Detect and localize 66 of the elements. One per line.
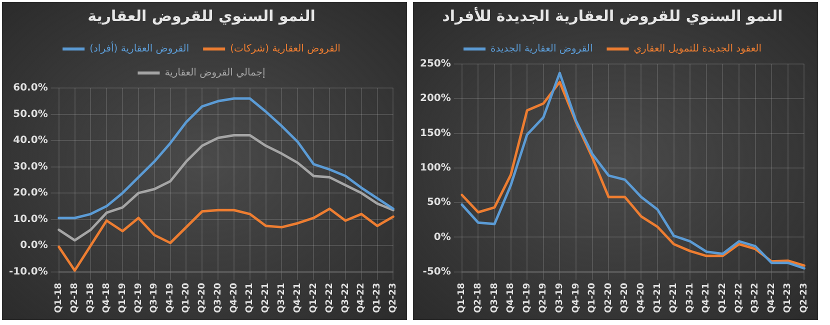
x-tick-label: Q4-22 <box>766 282 777 314</box>
y-tick-label: -10.0% <box>9 266 48 278</box>
legend-label: القروض العقارية (أفراد) <box>90 42 190 55</box>
x-tick-label: Q4-20 <box>229 282 240 314</box>
x-tick-label: Q2-22 <box>324 282 335 314</box>
x-tick-label: Q2-19 <box>134 282 144 314</box>
x-tick-label: Q2-21 <box>669 282 680 314</box>
y-tick-label: 10.0% <box>13 214 48 225</box>
y-tick-label: 50% <box>426 197 451 208</box>
x-tick-label: Q2-18 <box>70 282 80 314</box>
x-tick-label: Q1-18 <box>457 282 468 314</box>
x-tick-label: Q4-18 <box>102 282 112 314</box>
x-tick-label: Q3-22 <box>750 282 761 314</box>
x-tick-label: Q2-23 <box>800 282 810 314</box>
x-tick-label: Q1-19 <box>118 282 128 314</box>
x-tick-label: Q1-21 <box>652 282 663 314</box>
y-tick-label: 50.0% <box>13 108 48 120</box>
x-tick-label: Q3-18 <box>490 282 500 314</box>
x-tick-label: Q4-21 <box>293 282 304 314</box>
x-tick-label: Q1-19 <box>522 282 532 314</box>
x-tick-label: Q2-23 <box>388 282 399 314</box>
x-tick-label: Q3-20 <box>213 282 224 314</box>
legend-label: إجمالي القروض العقارية <box>164 68 266 79</box>
x-tick-label: Q1-18 <box>54 282 64 314</box>
x-tick-label: Q4-19 <box>571 282 582 314</box>
x-tick-label: Q3-19 <box>150 282 160 314</box>
y-tick-label: 0.0% <box>20 240 48 252</box>
y-tick-label: 60.0% <box>13 82 48 94</box>
x-tick-label: Q3-18 <box>86 282 96 314</box>
x-tick-label: Q1-20 <box>588 282 598 314</box>
y-tick-label: 40.0% <box>13 135 48 146</box>
x-tick-label: Q3-21 <box>685 282 696 314</box>
y-tick-label: -50% <box>422 266 451 278</box>
x-tick-label: Q1-23 <box>372 282 383 314</box>
x-tick-label: Q1-22 <box>718 282 728 314</box>
x-tick-label: Q4-19 <box>166 282 176 314</box>
x-tick-label: Q4-18 <box>506 282 516 314</box>
legend-label: القروض العقارية الجديدة <box>490 44 593 55</box>
x-tick-label: Q4-21 <box>702 282 712 314</box>
x-tick-label: Q3-20 <box>620 282 630 314</box>
x-tick-label: Q4-22 <box>356 282 367 314</box>
x-tick-label: Q2-19 <box>538 282 549 314</box>
x-tick-label: Q1-23 <box>783 282 794 314</box>
chart-title: النمو السنوي للقروض العقارية <box>88 6 316 25</box>
x-tick-label: Q2-21 <box>261 282 272 314</box>
x-tick-label: Q2-22 <box>734 282 744 314</box>
x-tick-label: Q1-20 <box>182 282 192 314</box>
y-tick-label: 250% <box>420 58 451 70</box>
legend-label: القروض العقارية (شركات) <box>230 44 340 55</box>
y-tick-label: 100% <box>420 162 451 174</box>
x-tick-label: Q2-20 <box>604 282 614 314</box>
chart-title: النمو السنوي للقروض العقارية الجديدة للأفراد <box>442 6 783 25</box>
x-tick-label: Q2-18 <box>474 282 484 314</box>
y-tick-label: 30.0% <box>13 161 48 172</box>
x-tick-label: Q3-22 <box>340 282 351 314</box>
x-tick-label: Q1-21 <box>245 282 256 314</box>
x-tick-label: Q4-20 <box>636 282 647 314</box>
y-tick-label: 0% <box>434 232 451 243</box>
y-tick-label: 20.0% <box>13 188 48 199</box>
x-tick-label: Q2-20 <box>197 282 208 314</box>
y-tick-label: 200% <box>420 93 451 104</box>
legend-label: العقود الجديدة للتمويل العقاري <box>634 44 762 55</box>
x-tick-label: Q3-19 <box>555 282 566 314</box>
x-tick-label: Q1-22 <box>308 282 319 314</box>
y-tick-label: 150% <box>420 128 451 139</box>
x-tick-label: Q3-21 <box>277 282 288 314</box>
